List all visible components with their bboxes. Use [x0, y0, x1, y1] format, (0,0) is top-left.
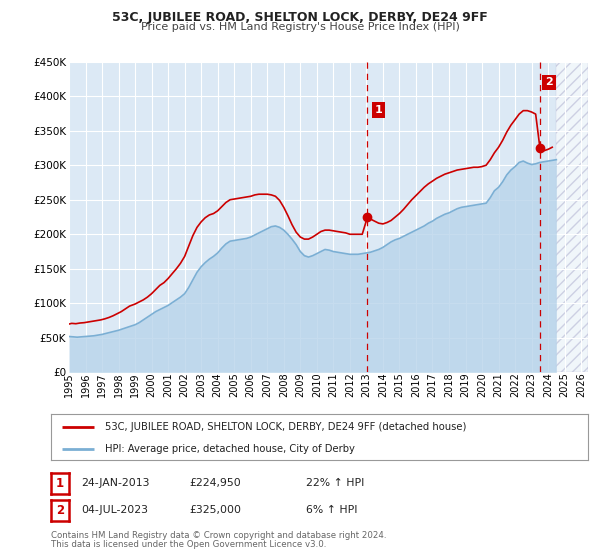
Text: 53C, JUBILEE ROAD, SHELTON LOCK, DERBY, DE24 9FF: 53C, JUBILEE ROAD, SHELTON LOCK, DERBY, … [112, 11, 488, 24]
Text: This data is licensed under the Open Government Licence v3.0.: This data is licensed under the Open Gov… [51, 540, 326, 549]
Text: 22% ↑ HPI: 22% ↑ HPI [306, 478, 364, 488]
Text: £224,950: £224,950 [189, 478, 241, 488]
Text: Contains HM Land Registry data © Crown copyright and database right 2024.: Contains HM Land Registry data © Crown c… [51, 531, 386, 540]
Text: 1: 1 [56, 477, 64, 490]
Text: 6% ↑ HPI: 6% ↑ HPI [306, 505, 358, 515]
Text: 1: 1 [375, 105, 383, 115]
Text: 04-JUL-2023: 04-JUL-2023 [81, 505, 148, 515]
Text: 2: 2 [56, 503, 64, 517]
Text: 53C, JUBILEE ROAD, SHELTON LOCK, DERBY, DE24 9FF (detached house): 53C, JUBILEE ROAD, SHELTON LOCK, DERBY, … [105, 422, 466, 432]
Text: 2: 2 [545, 77, 553, 87]
Text: 24-JAN-2013: 24-JAN-2013 [81, 478, 149, 488]
Text: £325,000: £325,000 [189, 505, 241, 515]
Text: HPI: Average price, detached house, City of Derby: HPI: Average price, detached house, City… [105, 444, 355, 454]
Text: Price paid vs. HM Land Registry's House Price Index (HPI): Price paid vs. HM Land Registry's House … [140, 22, 460, 32]
